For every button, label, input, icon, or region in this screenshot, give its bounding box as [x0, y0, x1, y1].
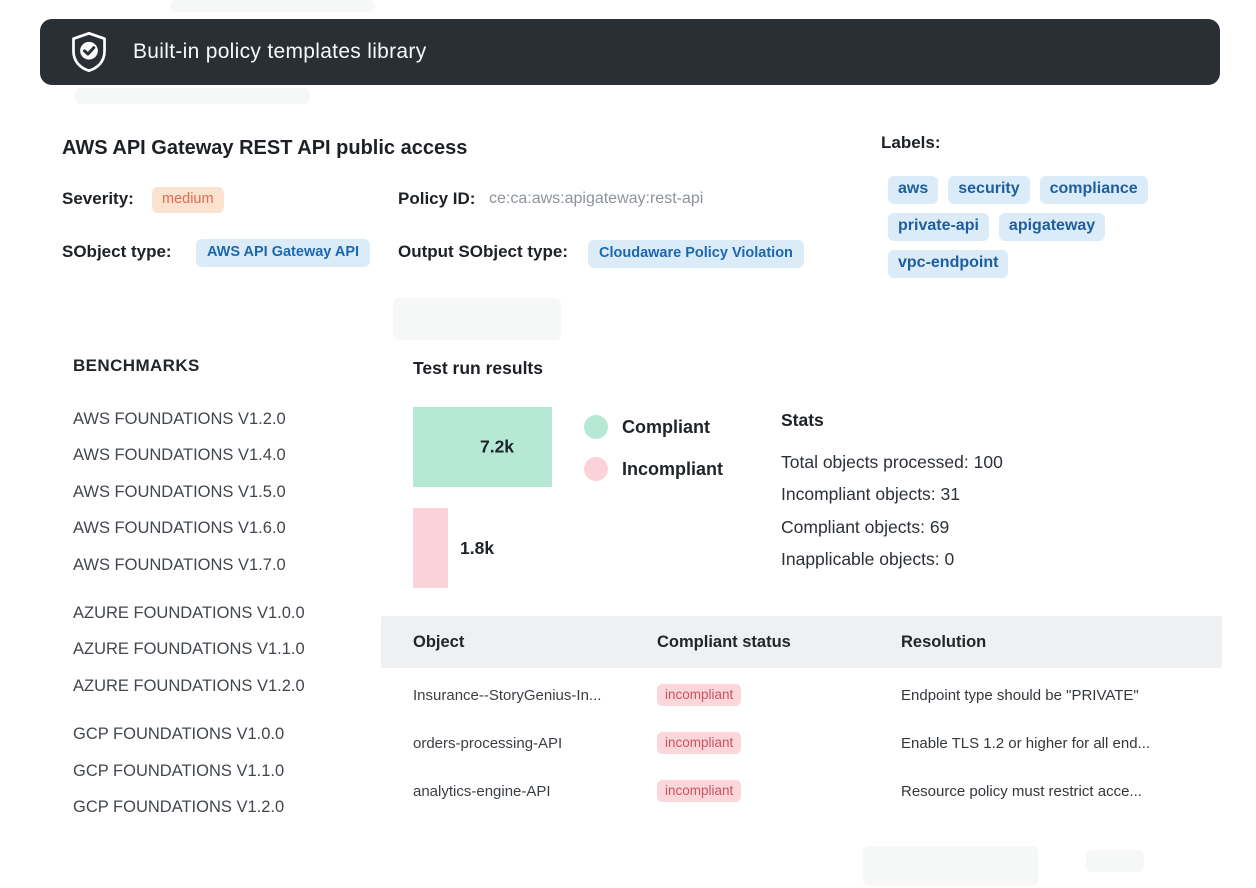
column-header-resolution: Resolution: [901, 632, 987, 651]
legend-item-compliant: Compliant: [584, 415, 723, 439]
benchmark-item[interactable]: AWS FOUNDATIONS V1.5.0: [73, 482, 286, 501]
severity-label: Severity:: [62, 189, 134, 208]
status-badge: incompliant: [657, 779, 742, 803]
severity-badge: medium: [152, 187, 224, 213]
sobject-type-badge: AWS API Gateway API: [196, 239, 371, 267]
ghost-artifact: [75, 88, 310, 104]
benchmark-item[interactable]: AWS FOUNDATIONS V1.7.0: [73, 555, 286, 574]
labels-title: Labels:: [881, 133, 941, 152]
labels-list: aws security compliance private-api apig…: [888, 176, 1238, 287]
benchmark-item[interactable]: AZURE FOUNDATIONS V1.2.0: [73, 676, 305, 695]
policy-id-value: ce:ca:aws:apigateway:rest-api: [489, 190, 704, 207]
test-run-chart: 7.2k 1.8k: [413, 407, 552, 588]
incompliant-swatch-icon: [584, 457, 608, 481]
policy-id-label: Policy ID:: [398, 189, 476, 208]
legend-label: Compliant: [622, 416, 710, 437]
ghost-artifact: [170, 0, 375, 12]
legend-label: Incompliant: [622, 458, 724, 479]
page-title: Built-in policy templates library: [133, 40, 427, 63]
label-chip-security[interactable]: security: [948, 176, 1030, 204]
object-cell: analytics-engine-API: [413, 782, 551, 800]
column-header-object: Object: [413, 632, 465, 651]
stats-title: Stats: [781, 410, 824, 430]
compliant-bar-value: 7.2k: [479, 436, 515, 457]
object-cell: orders-processing-API: [413, 734, 563, 752]
benchmark-group-aws: AWS FOUNDATIONS V1.2.0 AWS FOUNDATIONS V…: [73, 401, 305, 583]
header-bar: Built-in policy templates library: [40, 19, 1220, 85]
incompliant-bar-row: 1.8k: [413, 508, 552, 588]
benchmark-item[interactable]: AWS FOUNDATIONS V1.4.0: [73, 446, 286, 465]
benchmarks-section: BENCHMARKS AWS FOUNDATIONS V1.2.0 AWS FO…: [73, 356, 305, 837]
ghost-artifact: [1086, 850, 1144, 872]
legend-item-incompliant: Incompliant: [584, 457, 723, 481]
table-row[interactable]: orders-processing-API incompliant Enable…: [381, 719, 1222, 767]
benchmark-item[interactable]: GCP FOUNDATIONS V1.1.0: [73, 761, 285, 780]
stat-total-processed: Total objects processed: 100: [781, 452, 1003, 472]
column-header-compliant-status: Compliant status: [657, 632, 791, 651]
label-chip-aws[interactable]: aws: [888, 176, 939, 204]
table-header-row: Object Compliant status Resolution: [381, 616, 1222, 668]
compliant-bar: [413, 407, 552, 487]
compliant-swatch-icon: [584, 415, 608, 439]
resolution-cell: Resource policy must restrict acce...: [901, 782, 1142, 800]
table-row[interactable]: Insurance--StoryGenius-In... incompliant…: [381, 671, 1222, 719]
benchmark-group-azure: AZURE FOUNDATIONS V1.0.0 AZURE FOUNDATIO…: [73, 595, 305, 704]
resolution-cell: Enable TLS 1.2 or higher for all end...: [901, 734, 1151, 752]
benchmark-item[interactable]: AZURE FOUNDATIONS V1.0.0: [73, 604, 305, 623]
ghost-artifact: [393, 298, 561, 340]
policy-title: AWS API Gateway REST API public access: [62, 137, 468, 159]
benchmark-item[interactable]: AZURE FOUNDATIONS V1.1.0: [73, 640, 305, 659]
output-sobject-type-label: Output SObject type:: [398, 242, 568, 261]
benchmark-item[interactable]: AWS FOUNDATIONS V1.2.0: [73, 410, 286, 428]
stat-incompliant: Incompliant objects: 31: [781, 484, 960, 505]
results-table: Object Compliant status Resolution Insur…: [381, 616, 1222, 815]
benchmark-item[interactable]: AWS FOUNDATIONS V1.6.0: [73, 519, 286, 538]
sobject-type-label: SObject type:: [62, 242, 172, 261]
shield-check-icon: [72, 31, 106, 73]
benchmark-item[interactable]: GCP FOUNDATIONS V1.2.0: [73, 798, 285, 817]
incompliant-bar: [413, 508, 448, 588]
label-chip-private-api[interactable]: private-api: [888, 213, 989, 241]
ghost-artifact: [863, 846, 1038, 886]
stats-list: Total objects processed: 100 Incompliant…: [781, 446, 1003, 575]
table-body: Insurance--StoryGenius-In... incompliant…: [381, 668, 1222, 815]
label-chip-apigateway[interactable]: apigateway: [998, 213, 1106, 241]
stat-inapplicable: Inapplicable objects: 0: [781, 548, 955, 569]
table-row[interactable]: analytics-engine-API incompliant Resourc…: [381, 767, 1222, 815]
label-chip-vpc-endpoint[interactable]: vpc-endpoint: [888, 250, 1009, 278]
benchmark-group-gcp: GCP FOUNDATIONS V1.0.0 GCP FOUNDATIONS V…: [73, 716, 305, 825]
status-badge: incompliant: [657, 731, 742, 755]
output-sobject-type-badge: Cloudaware Policy Violation: [588, 240, 804, 268]
test-run-title: Test run results: [413, 358, 543, 378]
object-cell: Insurance--StoryGenius-In...: [413, 686, 602, 704]
stat-compliant: Compliant objects: 69: [781, 516, 950, 537]
resolution-cell: Endpoint type should be "PRIVATE": [901, 686, 1139, 704]
incompliant-bar-value: 1.8k: [460, 537, 495, 558]
status-badge: incompliant: [657, 683, 742, 707]
chart-legend: Compliant Incompliant: [584, 415, 723, 481]
compliant-bar-row: 7.2k: [413, 407, 552, 487]
benchmarks-title: BENCHMARKS: [73, 356, 200, 375]
label-chip-compliance[interactable]: compliance: [1039, 176, 1148, 204]
benchmark-item[interactable]: GCP FOUNDATIONS V1.0.0: [73, 725, 285, 744]
